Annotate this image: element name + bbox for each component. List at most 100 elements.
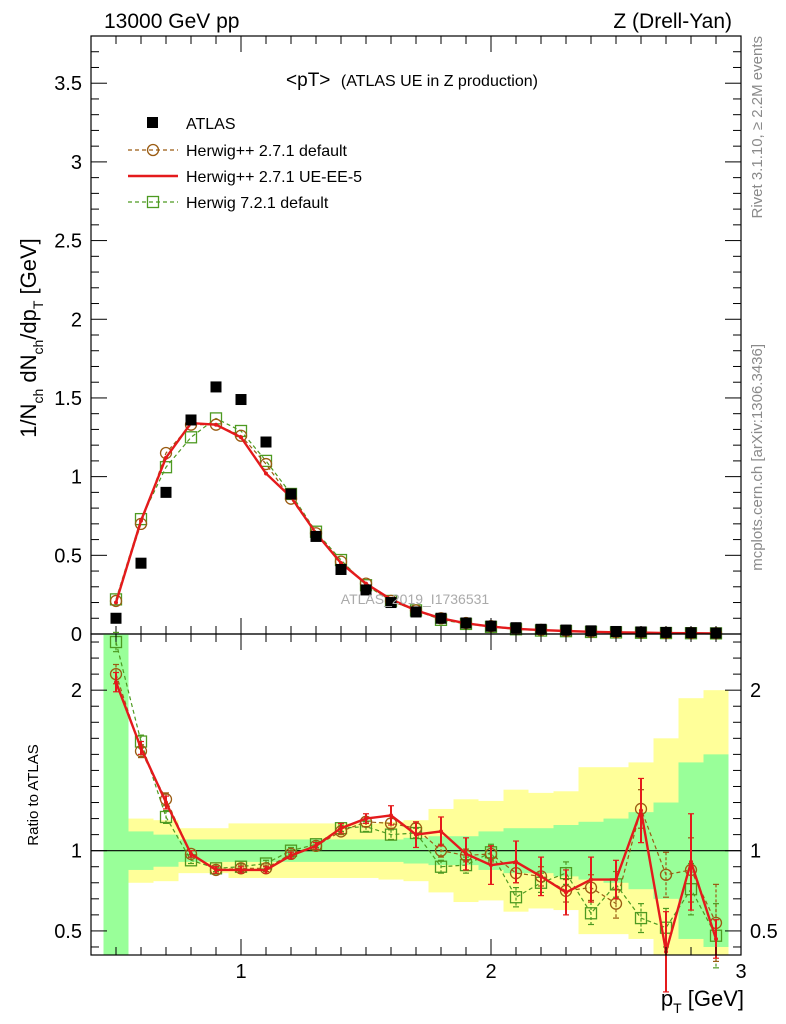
main-series-0-point-12 <box>410 606 422 618</box>
main-ytick-label-3: 1.5 <box>54 388 82 410</box>
ratio-series-1-point-18 <box>564 890 568 895</box>
ratio-series-1-point-1 <box>139 745 143 750</box>
main-series-1-point-0 <box>109 594 123 608</box>
main-series-0-point-11 <box>385 597 397 609</box>
ratio-series-1-point-10 <box>364 816 368 821</box>
main-series-2-point-1 <box>139 518 143 523</box>
ratio-series-1-point-0 <box>114 680 118 685</box>
main-series-0-point-10 <box>360 584 372 596</box>
main-ytick-label-2: 1 <box>71 467 82 489</box>
legend-atlas-label: ATLAS <box>186 116 236 133</box>
ratio-panel: 1 2 30.5 0.51 12 2 <box>54 631 778 993</box>
main-series-0-point-0 <box>110 612 122 624</box>
ratio-series-1-point-19 <box>589 877 593 882</box>
ratio-ytick-label-left-2: 2 <box>71 680 82 702</box>
legend: ATLAS Herwig++ 2.7.1 default Herwig++ 2.… <box>128 116 362 212</box>
ratio-series-2-point-21 <box>634 911 648 925</box>
ylabel-part-3: ch <box>30 340 46 355</box>
ratio-series-1-point-6 <box>264 867 268 872</box>
ratio-series-0-point-3 <box>184 847 198 861</box>
ratio-series-1-point-13 <box>439 829 443 834</box>
main-series-0-point-7 <box>285 488 297 500</box>
header-left: 13000 GeV pp <box>104 10 239 33</box>
ratio-series-1-point-7 <box>289 853 293 858</box>
main-series-0-point-13 <box>435 612 447 624</box>
ratio-series-0-point-5 <box>234 862 248 875</box>
ratio-series-1-point-2 <box>164 800 168 805</box>
ratio-series-2-point-13 <box>434 860 448 873</box>
main-ytick-label-4: 2 <box>71 309 82 331</box>
legend-hw721-label: Herwig 7.2.1 default <box>186 195 329 212</box>
main-series-0-point-14 <box>460 617 472 629</box>
ratio-ytick-label-right-1: 1 <box>750 841 761 863</box>
main-series-3-line <box>115 417 717 635</box>
xlabel-part-2: [GeV] <box>682 986 744 1011</box>
ratio-series-1-point-9 <box>339 826 343 831</box>
main-series-0-point-5 <box>235 394 247 406</box>
legend-hw721-marker <box>146 195 160 209</box>
header-right: Z (Drell-Yan) <box>613 10 732 33</box>
main-series-2-point-5 <box>239 435 243 440</box>
legend-ueee5-label: Herwig++ 2.7.1 UE-EE-5 <box>186 169 362 186</box>
ratio-ytick-label-left-1: 1 <box>71 841 82 863</box>
ratio-series-1-point-3 <box>189 851 193 856</box>
main-ylabel: 1/Nch dNch/dpT [GeV] <box>16 238 46 438</box>
ylabel-part-1: ch <box>30 389 46 404</box>
legend-hw271-label: Herwig++ 2.7.1 default <box>186 143 348 160</box>
ylabel-part-2: dN <box>16 355 41 389</box>
main-ytick-label-5: 2.5 <box>54 231 82 253</box>
main-title: <pT> (ATLAS UE in Z production) <box>286 70 538 91</box>
ratio-series-1-point-24 <box>714 936 718 941</box>
ratio-series-1-point-5 <box>239 867 243 872</box>
ratio-series-0-point-8 <box>309 839 323 853</box>
main-series-3-point-3 <box>184 431 198 444</box>
xlabel-part-1: T <box>673 1000 682 1016</box>
main-series-3-point-6 <box>259 454 273 468</box>
ratio-series-1-point-11 <box>389 813 393 818</box>
ratio-series-1-point-14 <box>464 851 468 856</box>
xlabel: pT [GeV] <box>661 986 744 1016</box>
main-series-2-point-0 <box>114 600 118 605</box>
main-series-0-point-3 <box>185 414 197 426</box>
legend-hw271-marker <box>146 143 160 157</box>
ratio-series-1-point-23 <box>689 859 693 864</box>
xtick-label-2: 3 <box>735 961 746 983</box>
ratio-series-1-point-20 <box>614 877 618 882</box>
main-series-0-point-6 <box>260 436 272 448</box>
ylabel-part-6: [GeV] <box>16 238 41 300</box>
xlabel-part-0: p <box>661 986 673 1011</box>
main-series-2-point-4 <box>214 422 218 427</box>
main-series-0-point-9 <box>335 563 347 575</box>
ratio-ytick-label-left-0: 0.5 <box>54 921 82 943</box>
watermark: ATLAS_2019_I1736531 <box>341 591 490 607</box>
ratio-series-1-point-12 <box>414 832 418 837</box>
main-ytick-label-0: 0 <box>71 624 82 646</box>
ratio-series-2-point-2 <box>159 810 173 824</box>
ratio-series-1-point-8 <box>314 843 318 848</box>
main-series-2-point-2 <box>164 455 168 460</box>
ratio-series-2-point-16 <box>509 891 523 904</box>
ratio-series-1-point-15 <box>489 863 493 868</box>
main-series-0-point-4 <box>210 381 222 393</box>
legend-atlas-marker <box>147 117 158 128</box>
ratio-ytick-label-right-2: 2 <box>750 680 761 702</box>
ratio-ylabel: Ratio to ATLAS <box>25 744 42 845</box>
ratio-series-1-point-17 <box>539 874 543 879</box>
main-title-text: <pT> <box>286 70 330 91</box>
ratio-series-1-point-16 <box>514 859 518 864</box>
main-series-2-point-6 <box>264 471 268 476</box>
ratio-series-1-point-4 <box>214 867 218 872</box>
mcplots-label: mcplots.cern.ch [arXiv:1306.3436] <box>749 344 766 571</box>
ratio-series-0-point-6 <box>259 862 273 875</box>
ylabel-part-5: T <box>30 300 46 309</box>
xtick-label-1: 2 <box>485 961 496 983</box>
ratio-series-1-point-21 <box>639 808 643 813</box>
ratio-ytick-label-right-0: 0.5 <box>750 921 778 943</box>
main-series-0-point-1 <box>135 557 147 569</box>
ylabel-part-0: 1/N <box>16 404 41 438</box>
main-series-0-point-2 <box>160 486 172 498</box>
ratio-series-2-point-19 <box>584 907 598 920</box>
main-series-0-point-8 <box>310 530 322 542</box>
ratio-series-0-point-22 <box>659 868 673 881</box>
